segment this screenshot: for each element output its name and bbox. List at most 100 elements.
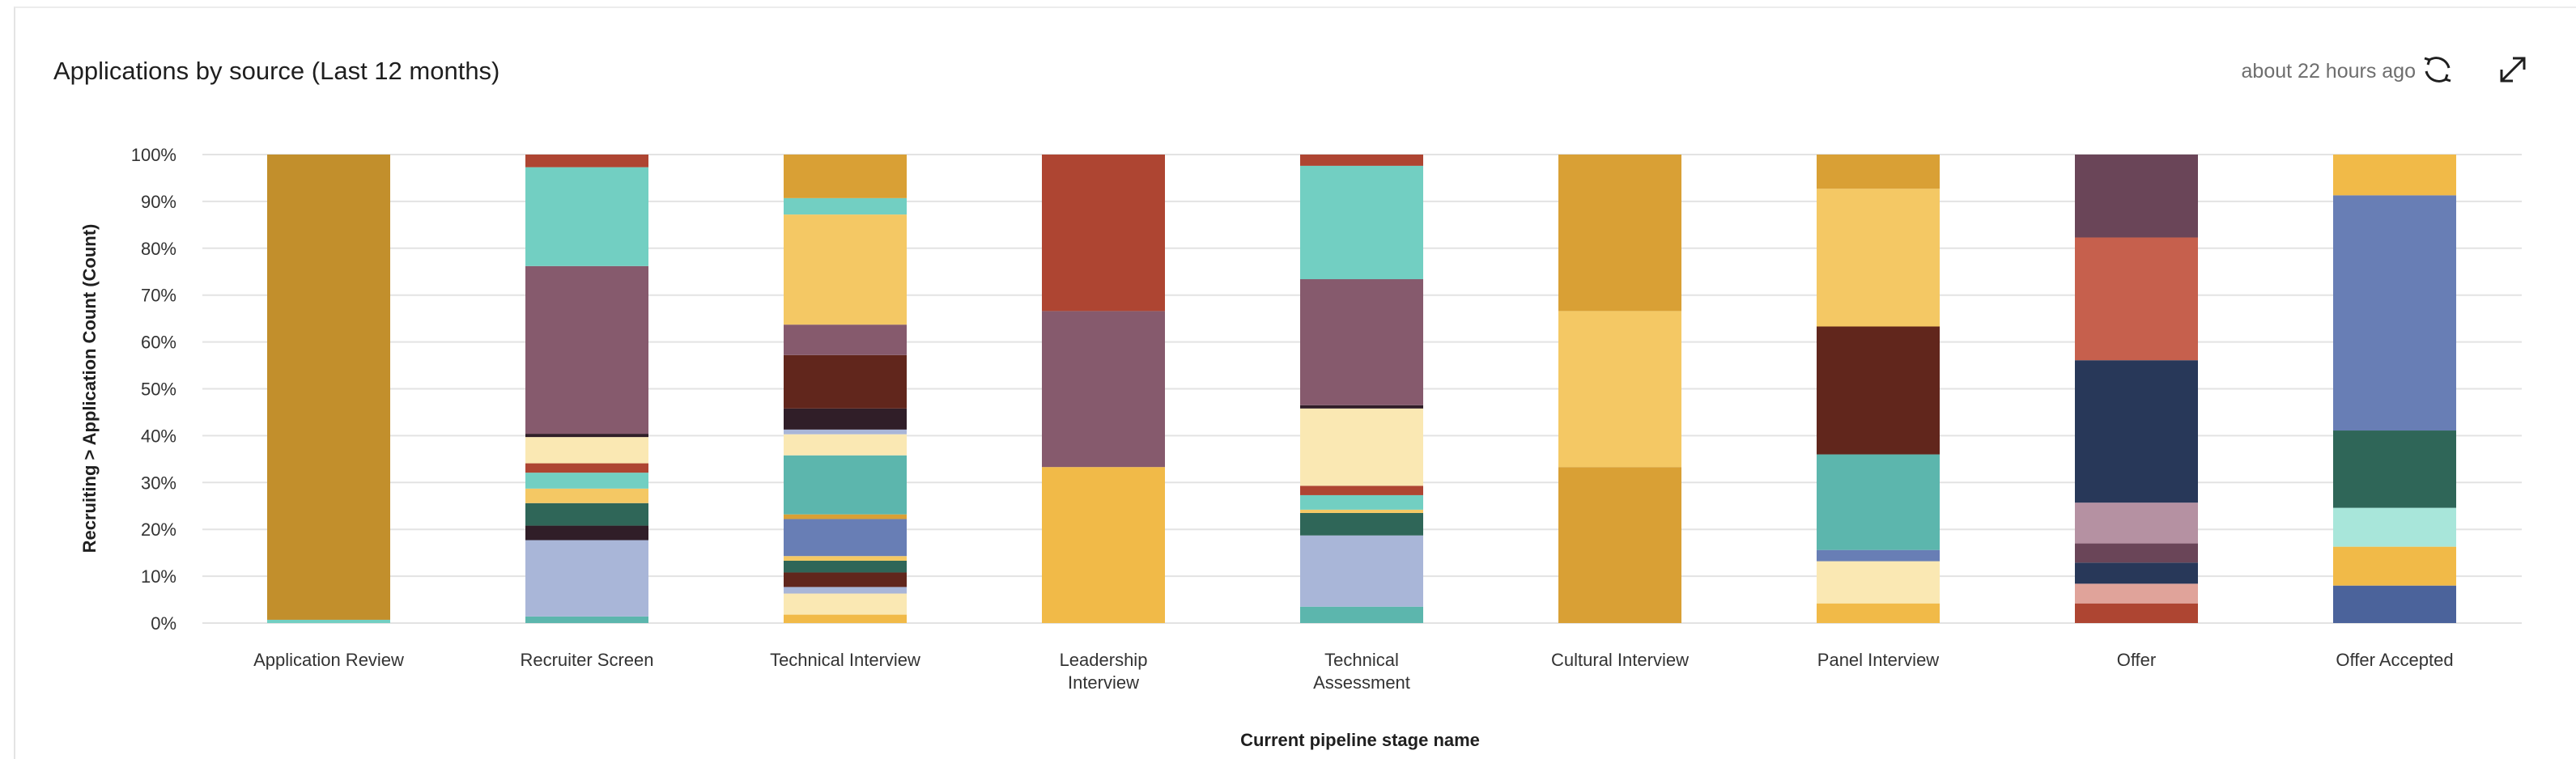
bar-stack[interactable] — [525, 155, 648, 623]
bar-segment[interactable] — [1817, 549, 1940, 562]
bar-segment[interactable] — [784, 556, 907, 561]
bar-segment[interactable] — [784, 434, 907, 456]
bar-segment[interactable] — [784, 614, 907, 623]
bar-stack[interactable] — [1300, 155, 1423, 623]
bar-segment[interactable] — [1558, 467, 1681, 623]
bar-segment[interactable] — [784, 514, 907, 519]
y-axis-title: Recruiting > Application Count (Count) — [79, 224, 100, 553]
bar-segment[interactable] — [2333, 507, 2456, 547]
bar-segment[interactable] — [2333, 585, 2456, 623]
bar-segment[interactable] — [1300, 408, 1423, 486]
bar-segment[interactable] — [1817, 454, 1940, 550]
bar-stack[interactable] — [1817, 155, 1940, 623]
bar-segment[interactable] — [1817, 189, 1940, 327]
bar-segment[interactable] — [1042, 155, 1165, 312]
bar-segment[interactable] — [2075, 237, 2198, 361]
bar-segment[interactable] — [525, 502, 648, 526]
x-tick-label: Recruiter Screen — [520, 650, 653, 670]
bar-segment[interactable] — [784, 214, 907, 325]
x-tick-label: Leadership — [1060, 650, 1148, 670]
bar-segment[interactable] — [1042, 467, 1165, 623]
y-tick-label: 50% — [141, 380, 176, 400]
bar-segment[interactable] — [784, 593, 907, 615]
bar-segment[interactable] — [525, 167, 648, 266]
y-tick-label: 30% — [141, 473, 176, 493]
x-axis-title: Current pipeline stage name — [1240, 730, 1480, 750]
bar-segment[interactable] — [784, 519, 907, 557]
bar-segment[interactable] — [784, 197, 907, 215]
bar-segment[interactable] — [784, 155, 907, 198]
bar-stack[interactable] — [1558, 155, 1681, 623]
bar-segment[interactable] — [2333, 546, 2456, 586]
refresh-icon[interactable] — [2418, 50, 2457, 89]
bar-stack[interactable] — [2075, 155, 2198, 623]
bar-segment[interactable] — [784, 587, 907, 594]
bar-segment[interactable] — [525, 525, 648, 541]
bar-segment[interactable] — [1300, 486, 1423, 495]
bar-segment[interactable] — [525, 265, 648, 435]
bar-segment[interactable] — [1042, 311, 1165, 468]
bar-segment[interactable] — [784, 354, 907, 409]
bar-stack[interactable] — [267, 155, 390, 623]
y-tick-label: 70% — [141, 286, 176, 306]
bar-segment[interactable] — [525, 616, 648, 623]
bar-segment[interactable] — [2333, 430, 2456, 508]
bar-segment[interactable] — [2075, 603, 2198, 623]
bar-segment[interactable] — [2075, 562, 2198, 584]
bar-segment[interactable] — [1817, 603, 1940, 623]
bar-segment[interactable] — [1817, 155, 1940, 189]
x-tick-label: Offer — [2117, 650, 2157, 670]
bar-segment[interactable] — [784, 560, 907, 573]
y-tick-label: 100% — [131, 145, 176, 165]
bar-segment[interactable] — [2333, 195, 2456, 431]
bar-segment[interactable] — [1558, 311, 1681, 468]
last-updated: about 22 hours ago — [2241, 60, 2416, 83]
bar-segment[interactable] — [1300, 512, 1423, 536]
bar-segment[interactable] — [2075, 583, 2198, 604]
bar-stack[interactable] — [1042, 155, 1165, 623]
bar-segment[interactable] — [267, 619, 390, 623]
bar-segment[interactable] — [784, 455, 907, 515]
chart-title: Applications by source (Last 12 months) — [53, 57, 500, 85]
bar-segment[interactable] — [2333, 155, 2456, 196]
x-tick-label: Offer Accepted — [2336, 650, 2453, 670]
bar-segment[interactable] — [525, 488, 648, 503]
bar-segment[interactable] — [525, 473, 648, 489]
bar-segment[interactable] — [2075, 155, 2198, 238]
bar-segment[interactable] — [1817, 561, 1940, 604]
bar-segment[interactable] — [784, 572, 907, 587]
bar-segment[interactable] — [1558, 155, 1681, 312]
bar-segment[interactable] — [784, 324, 907, 355]
y-tick-label: 40% — [141, 426, 176, 446]
x-tick-label: Technical Interview — [770, 650, 920, 670]
bar-segment[interactable] — [2075, 543, 2198, 563]
expand-icon[interactable] — [2493, 50, 2532, 89]
bar-segment[interactable] — [784, 429, 907, 435]
bar-segment[interactable] — [525, 434, 648, 438]
bar-segment[interactable] — [1300, 509, 1423, 513]
bar-segment[interactable] — [267, 155, 390, 620]
bar-segment[interactable] — [1300, 606, 1423, 623]
x-tick-label: Cultural Interview — [1551, 650, 1689, 670]
y-tick-label: 90% — [141, 192, 176, 212]
bar-segment[interactable] — [525, 437, 648, 464]
bar-segment[interactable] — [1300, 165, 1423, 280]
bar-segment[interactable] — [1817, 326, 1940, 455]
bar-segment[interactable] — [525, 155, 648, 167]
bar-segment[interactable] — [1300, 405, 1423, 409]
bar-segment[interactable] — [1300, 279, 1423, 405]
bar-segment[interactable] — [1300, 494, 1423, 510]
bar-segment[interactable] — [1300, 155, 1423, 166]
bar-stack[interactable] — [2333, 155, 2456, 623]
bar-segment[interactable] — [2075, 502, 2198, 544]
x-tick-label: Interview — [1068, 672, 1139, 693]
bar-segment[interactable] — [525, 463, 648, 473]
y-tick-label: 0% — [151, 613, 176, 634]
bar-segment[interactable] — [525, 540, 648, 617]
bar-stack[interactable] — [784, 155, 907, 623]
y-tick-label: 60% — [141, 333, 176, 353]
bar-segment[interactable] — [2075, 360, 2198, 503]
bar-segment[interactable] — [1300, 535, 1423, 607]
bar-segment[interactable] — [784, 408, 907, 430]
